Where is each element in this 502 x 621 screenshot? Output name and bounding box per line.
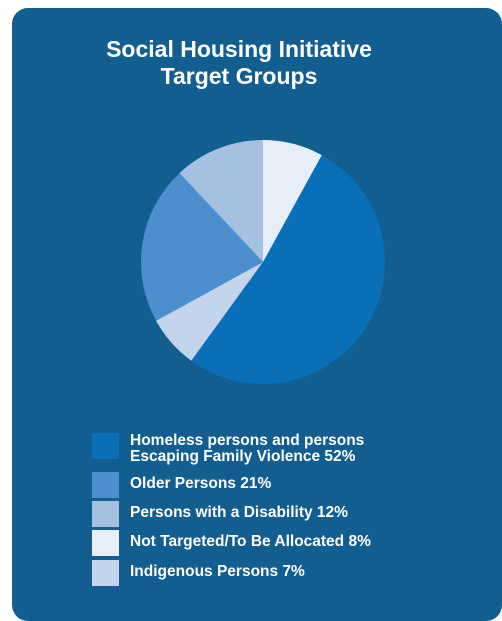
pie-slice-3 xyxy=(179,140,263,262)
chart-title-line-2: Target Groups xyxy=(160,63,318,89)
chart-title: Social Housing Initiative Target Groups xyxy=(0,36,490,90)
pie-slice-2 xyxy=(141,173,263,321)
pie-slice-0 xyxy=(191,155,386,385)
pie-slice-1 xyxy=(156,262,263,361)
chart-title-line-1: Social Housing Initiative xyxy=(106,36,372,62)
pie-slice-4 xyxy=(263,140,322,262)
